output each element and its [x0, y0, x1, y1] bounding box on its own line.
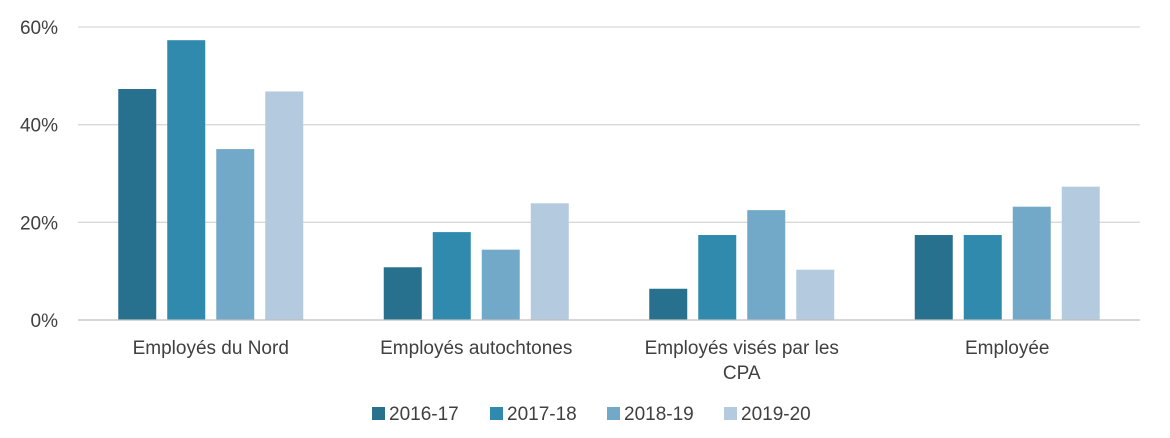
bar-2019-20-cat-0 [265, 91, 304, 321]
bar-2017-18-cat-3 [963, 235, 1002, 320]
y-tick-label-0: 0% [31, 311, 59, 332]
category-label-2-line-1: CPA [723, 363, 761, 384]
legend-label-0: 2016-17 [389, 404, 459, 425]
bar-2019-20-cat-1 [530, 203, 569, 320]
bar-2017-18-cat-2 [698, 235, 737, 320]
legend-swatch-1 [490, 407, 503, 420]
y-tick-label-2: 40% [20, 116, 58, 137]
legend-swatch-2 [607, 407, 620, 420]
legend-swatch-0 [372, 407, 385, 420]
y-tick-label-1: 20% [20, 213, 58, 234]
bar-2018-19-cat-0 [216, 149, 255, 320]
category-label-0-line-0: Employés du Nord [133, 338, 289, 359]
category-label-3-line-0: Employée [965, 338, 1050, 359]
legend-label-2: 2018-19 [624, 404, 694, 425]
bar-2016-17-cat-0 [118, 89, 157, 320]
bar-2019-20-cat-2 [796, 269, 835, 320]
bar-2019-20-cat-3 [1061, 186, 1100, 320]
bar-2018-19-cat-2 [747, 210, 786, 320]
y-tick-label-3: 60% [20, 18, 58, 39]
legend-label-3: 2019-20 [741, 404, 811, 425]
legend-label-1: 2017-18 [507, 404, 577, 425]
bar-2018-19-cat-3 [1012, 206, 1051, 320]
bar-2017-18-cat-0 [167, 40, 206, 321]
bar-2017-18-cat-1 [432, 232, 471, 320]
bar-2016-17-cat-3 [914, 235, 953, 320]
category-label-2-line-0: Employés visés par les [645, 338, 839, 359]
bar-2016-17-cat-1 [383, 267, 422, 320]
bar-2018-19-cat-1 [481, 249, 520, 320]
bar-2016-17-cat-2 [649, 288, 688, 320]
category-label-1-line-0: Employés autochtones [380, 338, 572, 359]
legend-swatch-3 [724, 407, 737, 420]
